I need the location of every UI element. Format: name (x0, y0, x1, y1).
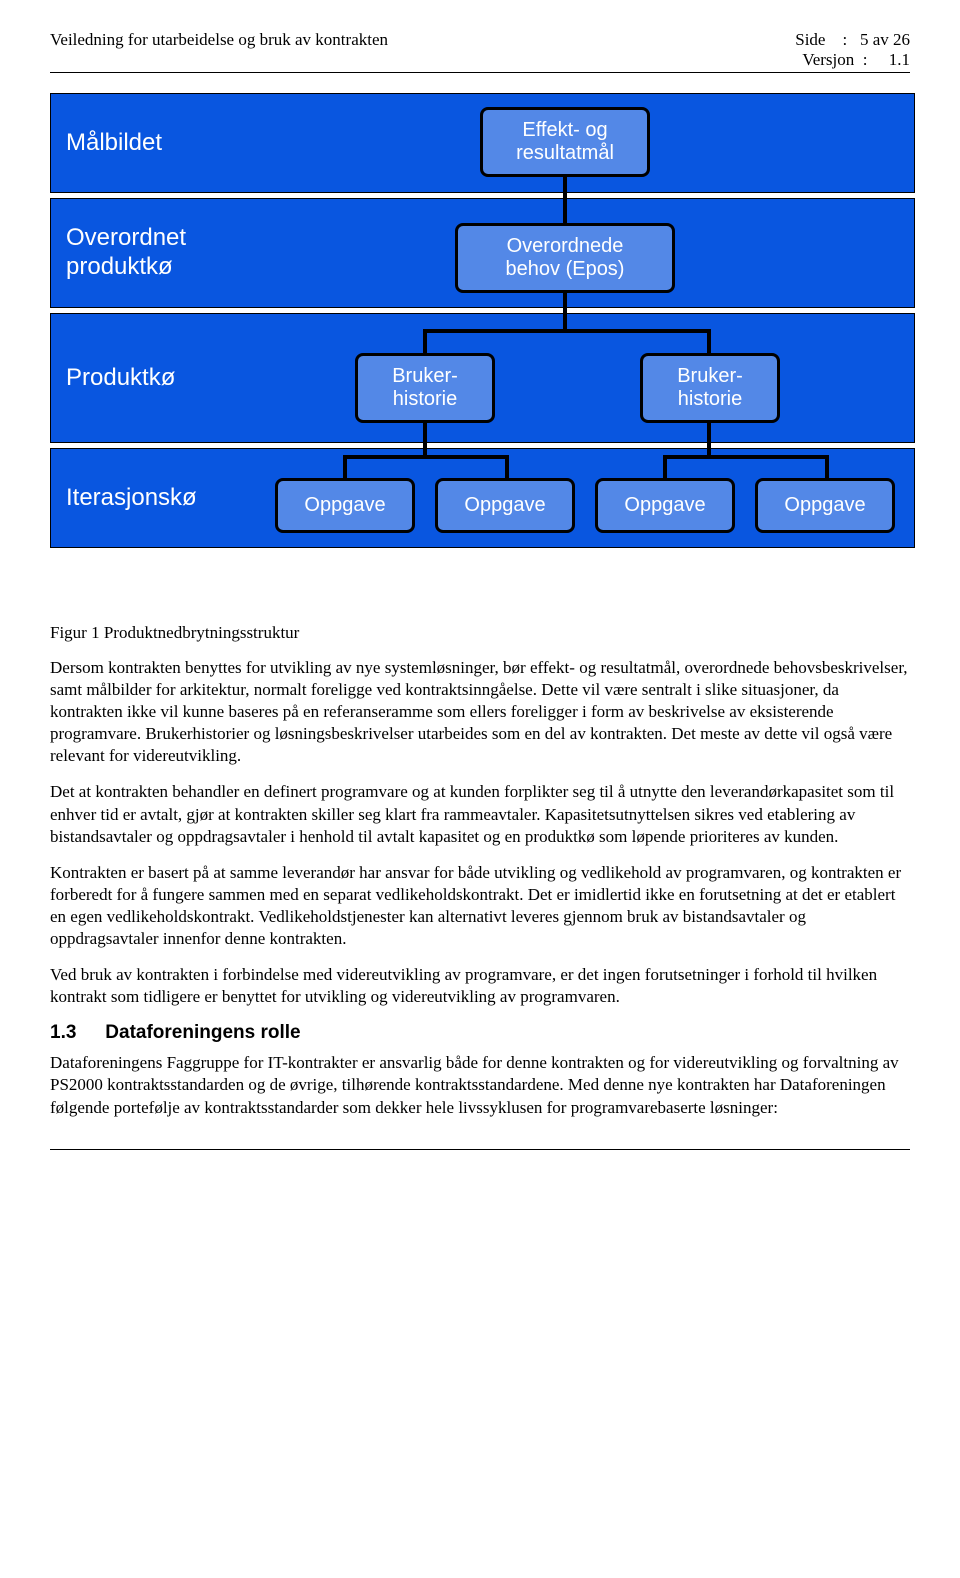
diagram-connector (707, 329, 711, 353)
diagram-connector (663, 455, 667, 478)
page: Veiledning for utarbeidelse og bruk av k… (0, 0, 960, 1180)
diagram-node: Oppgave (595, 478, 735, 533)
diagram-connector (563, 293, 567, 333)
paragraph: Dataforeningens Faggruppe for IT-kontrak… (50, 1052, 910, 1118)
section-heading: 1.3 Dataforeningens rolle (50, 1022, 910, 1044)
diagram-connector (663, 455, 829, 459)
diagram-connector (505, 455, 509, 478)
paragraph: Ved bruk av kontrakten i forbindelse med… (50, 964, 910, 1008)
diagram-node: Oppgave (755, 478, 895, 533)
diagram-node: Oppgave (435, 478, 575, 533)
diagram-row-label: Iterasjonskø (66, 484, 197, 513)
diagram-row-label: Overordnet produktkø (66, 224, 186, 282)
section-number: 1.3 (50, 1022, 100, 1044)
paragraph: Dersom kontrakten benyttes for utvikling… (50, 657, 910, 767)
paragraph: Kontrakten er basert på at samme leveran… (50, 862, 910, 950)
figure-caption: Figur 1 Produktnedbrytningsstruktur (50, 623, 910, 643)
section-title: Dataforeningens rolle (105, 1022, 300, 1043)
diagram-node: Oppgave (275, 478, 415, 533)
product-breakdown-diagram: Målbildet Overordnet produktkø Produktkø It… (50, 93, 915, 593)
diagram-connector (707, 423, 711, 459)
diagram-connector (825, 455, 829, 478)
header-side: Side : 5 av 26 (795, 30, 910, 49)
page-header: Veiledning for utarbeidelse og bruk av k… (50, 30, 910, 73)
body-text: Dersom kontrakten benyttes for utvikling… (50, 657, 910, 1119)
diagram-connector (423, 423, 427, 459)
diagram-connector (343, 455, 347, 478)
diagram-connector (563, 177, 567, 223)
paragraph: Det at kontrakten behandler en definert … (50, 781, 910, 847)
header-right: Side : 5 av 26 Versjon : 1.1 (795, 30, 910, 70)
header-left: Veiledning for utarbeidelse og bruk av k… (50, 30, 388, 70)
diagram-connector (423, 329, 427, 353)
header-version: Versjon : 1.1 (802, 50, 910, 69)
diagram-node: Bruker- historie (640, 353, 780, 423)
diagram-row-label: Målbildet (66, 129, 162, 158)
diagram-node: Effekt- og resultatmål (480, 107, 650, 177)
diagram-connector (423, 329, 711, 333)
diagram-node: Overordnede behov (Epos) (455, 223, 675, 293)
footer-rule (50, 1149, 910, 1150)
diagram-row-label: Produktkø (66, 364, 175, 393)
diagram-node: Bruker- historie (355, 353, 495, 423)
diagram-connector (343, 455, 509, 459)
